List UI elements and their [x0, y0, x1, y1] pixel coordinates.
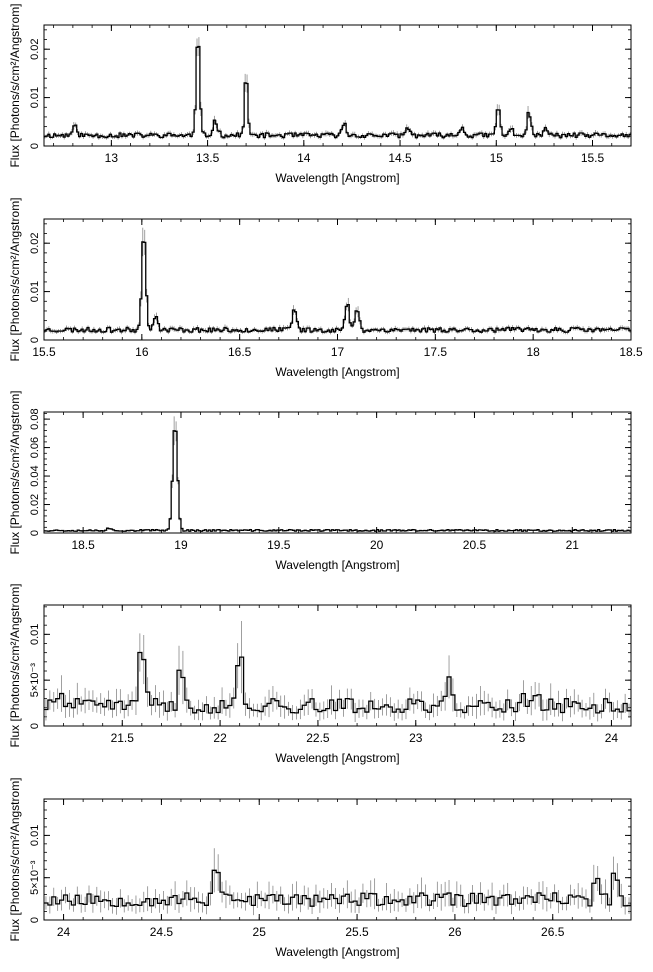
- x-tick-label: 21: [566, 538, 580, 552]
- flux-step-line: [44, 45, 631, 139]
- spectrum-data: [44, 37, 631, 140]
- y-tick-label: 5×10⁻³: [29, 663, 41, 698]
- x-tick-label: 18.5: [71, 538, 95, 552]
- y-tick-label: 0.01: [29, 87, 41, 108]
- flux-step-line: [44, 430, 631, 532]
- flux-step-line: [44, 241, 631, 333]
- x-tick-label: 23: [409, 731, 423, 745]
- flux-step-line: [44, 651, 631, 714]
- y-tick-label: 0.02: [29, 232, 41, 253]
- x-tick-label: 16.5: [228, 345, 252, 359]
- y-tick-label: 0.08: [29, 408, 41, 429]
- x-tick-label: 26.5: [541, 925, 565, 939]
- y-tick-label: 0: [29, 143, 41, 149]
- y-tick-label: 0.02: [29, 38, 41, 59]
- x-tick-label: 18: [526, 345, 540, 359]
- spectrum-panel-5: 24 24.5 25 25.5 26 26.5 0 5×10⁻³ 0.01 Wavelength …: [8, 777, 632, 959]
- x-tick-label: 19.5: [267, 538, 291, 552]
- y-tick-label: 0: [29, 917, 41, 923]
- x-tick-label: 15.5: [32, 345, 56, 359]
- x-tick-label: 24: [57, 925, 71, 939]
- spectrum-panel-1: 13 13.5 14 14.5 15 15.5 0 0.01 0.02 Wavelength [A…: [8, 3, 632, 185]
- flux-step-line: [44, 869, 631, 908]
- x-tick-label: 21.5: [111, 731, 135, 745]
- spectrum-data: [44, 416, 631, 532]
- spectrum-panel-2: 15.5 16 16.5 17 17.5 18 18.5 0 0.01 0.02 Wavelengt…: [8, 197, 643, 379]
- plot-frame: [43, 24, 632, 147]
- x-tick-label: 23.5: [502, 731, 526, 745]
- y-tick-label: 5×10⁻³: [29, 860, 41, 895]
- x-tick-label: 13: [105, 151, 119, 165]
- y-axis-label: Flux [Photons/s/cm²/Angstrom]: [8, 3, 22, 167]
- x-tick-label: 24: [605, 731, 619, 745]
- spectrum-data: [44, 848, 631, 916]
- x-tick-label: 22: [213, 731, 227, 745]
- y-axis-label: Flux [Photons/s/cm²/Angstrom]: [8, 197, 22, 361]
- plot-frame: [43, 218, 632, 341]
- x-tick-label: 18.5: [619, 345, 643, 359]
- y-axis-label: Flux [Photons/s/cm²/Angstrom]: [8, 777, 22, 941]
- x-axis-label: Wavelength [Angstrom]: [275, 558, 399, 572]
- y-tick-label: 0.06: [29, 437, 41, 458]
- x-tick-label: 15: [490, 151, 504, 165]
- spectrum-data: [44, 620, 631, 722]
- spectrum-panel-3: 18.5 19 19.5 20 20.5 21 0 0.02 0.04 0.06 0.08 Wavel…: [8, 390, 632, 572]
- spectrum-data: [44, 227, 631, 335]
- x-tick-label: 26: [448, 925, 462, 939]
- y-tick-label: 0.01: [29, 624, 41, 645]
- x-tick-label: 22.5: [306, 731, 330, 745]
- y-tick-label: 0: [29, 530, 41, 536]
- y-tick-label: 0: [29, 337, 41, 343]
- x-tick-label: 25.5: [345, 925, 369, 939]
- x-tick-label: 16: [135, 345, 149, 359]
- y-tick-label: 0: [29, 723, 41, 729]
- x-tick-label: 14: [297, 151, 311, 165]
- x-tick-label: 25: [253, 925, 267, 939]
- x-tick-label: 24.5: [150, 925, 174, 939]
- x-axis-label: Wavelength [Angstrom]: [275, 171, 399, 185]
- y-axis-label: Flux [Photons/s/cm²/Angstrom]: [8, 583, 22, 747]
- x-axis-label: Wavelength [Angstrom]: [275, 945, 399, 959]
- y-axis-label: Flux [Photons/s/cm²/Angstrom]: [8, 390, 22, 554]
- x-tick-label: 17.5: [424, 345, 448, 359]
- y-tick-label: 0.02: [29, 494, 41, 515]
- y-tick-label: 0.01: [29, 825, 41, 846]
- plot-frame: [43, 411, 632, 534]
- x-tick-label: 15.5: [581, 151, 605, 165]
- x-axis-label: Wavelength [Angstrom]: [275, 365, 399, 379]
- x-tick-label: 14.5: [388, 151, 412, 165]
- x-tick-label: 20.5: [463, 538, 487, 552]
- x-axis-label: Wavelength [Angstrom]: [275, 751, 399, 765]
- x-tick-label: 17: [331, 345, 345, 359]
- y-tick-label: 0.01: [29, 281, 41, 302]
- x-tick-label: 20: [370, 538, 384, 552]
- spectrum-panel-4: 21.5 22 22.5 23 23.5 24 0 5×10⁻³ 0.01 Wavelength …: [8, 583, 632, 765]
- x-tick-label: 19: [174, 538, 188, 552]
- y-tick-label: 0.04: [29, 465, 41, 486]
- x-tick-label: 13.5: [196, 151, 220, 165]
